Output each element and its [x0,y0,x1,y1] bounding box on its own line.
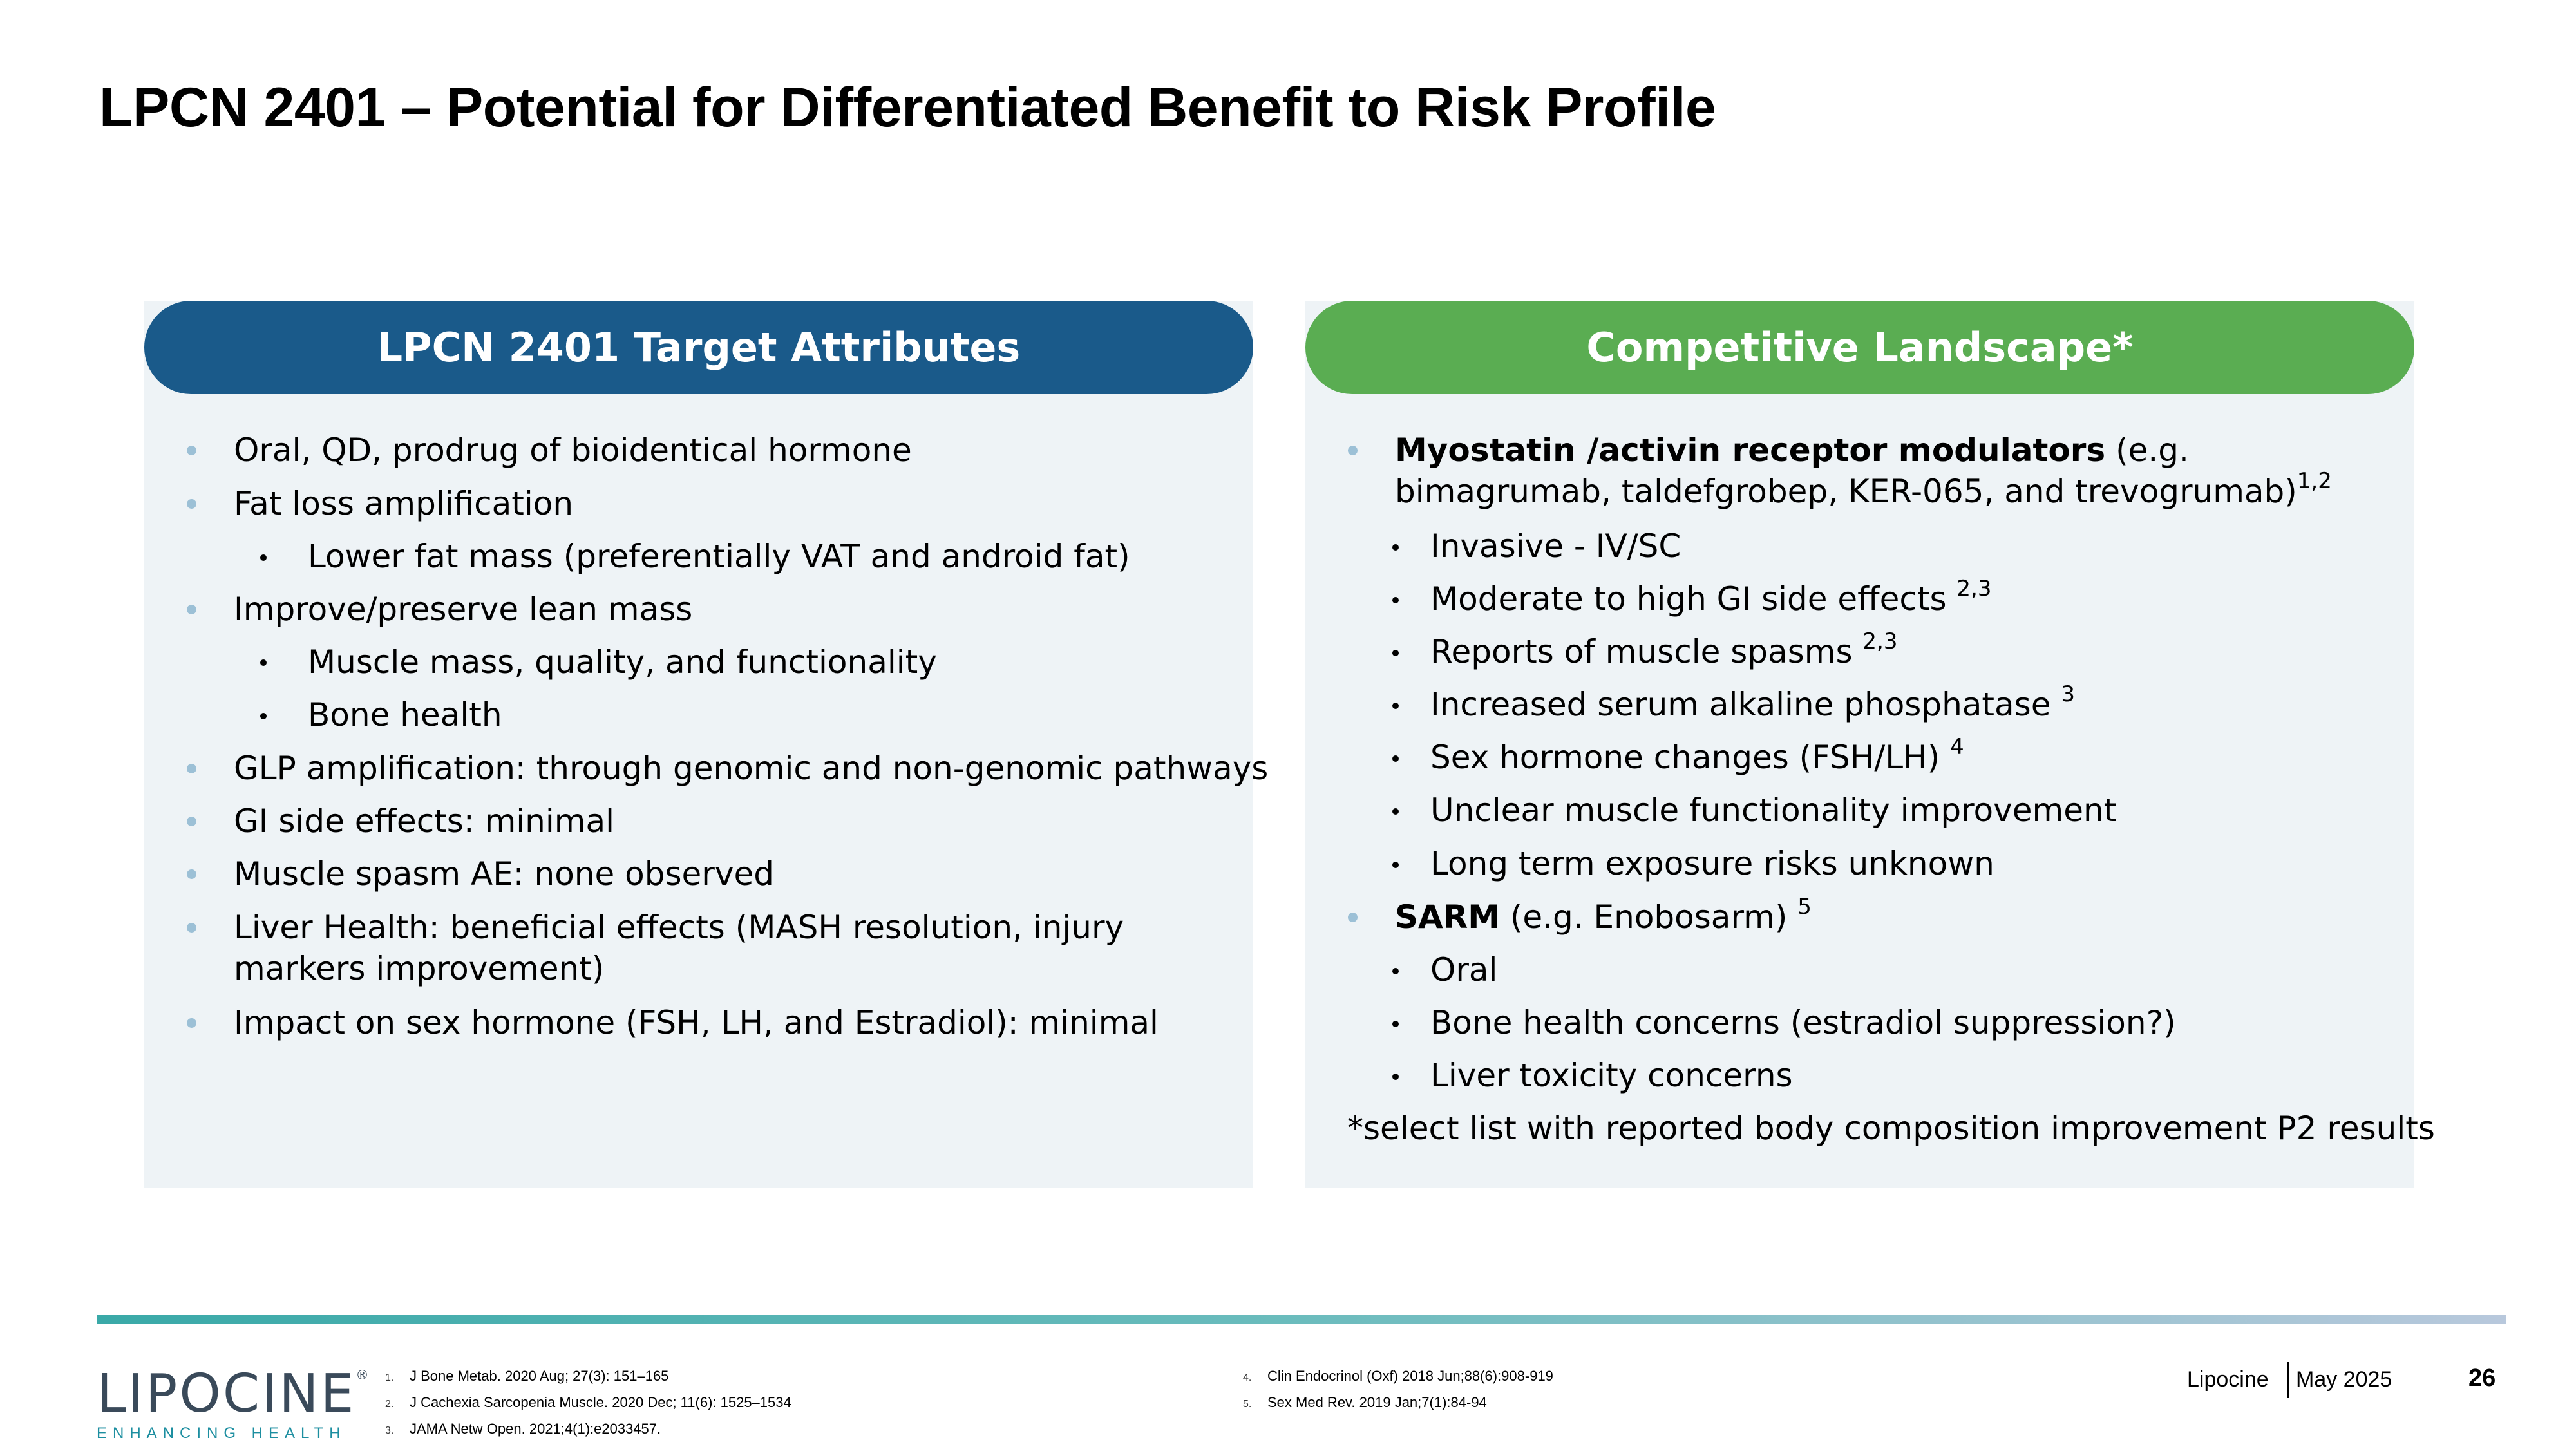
attribute-subitem: Muscle mass, quality, and functionality [308,643,937,681]
footer-divider [97,1315,2506,1324]
sub-bullet-icon [1392,808,1399,815]
attribute-item: Improve/preserve lean mass [234,591,693,628]
sub-bullet-icon [1392,597,1399,603]
reference-superscript: 2,3 [1862,629,1898,654]
reference-superscript: 4 [1950,734,1964,760]
reference-item: 4. Clin Endocrinol (Oxf) 2018 Jun;88(6):9… [1243,1368,1553,1384]
attribute-item: GI side effects: minimal [234,802,614,840]
page-number: 26 [2468,1365,2496,1392]
target-attributes-panel: LPCN 2401 Target Attributes Oral, QD, pr… [144,301,1268,1188]
sub-bullet-icon [260,554,267,561]
reference-superscript: 3 [2061,681,2075,707]
references-column-2: 4. Clin Endocrinol (Oxf) 2018 Jun;88(6):9… [1243,1364,1553,1417]
reference-superscript: 2,3 [1956,576,1992,601]
competitor-item: SARM (e.g. Enobosarm) 5 [1395,894,1812,936]
reference-item: 5. Sex Med Rev. 2019 Jan;7(1):84-94 [1243,1394,1487,1410]
competitor-item: Myostatin /activin receptor modulators (… [1395,430,2400,512]
attribute-item: Oral, QD, prodrug of bioidentical hormon… [234,431,912,469]
competitor-subitem: Liver toxicity concerns [1430,1057,1793,1094]
sub-bullet-icon [1392,650,1399,656]
competitive-landscape-header: Competitive Landscape* [1305,301,2414,394]
competitor-subitem: Invasive - IV/SC [1430,527,1681,565]
reference-item: 2. J Cachexia Sarcopenia Muscle. 2020 Dec… [385,1394,791,1410]
competitor-subitem: Sex hormone changes (FSH/LH) 4 [1430,734,1964,776]
sub-bullet-icon [260,659,267,666]
attribute-item: Liver Health: beneficial effects (MASH r… [234,909,1124,987]
competitor-class: SARM [1395,898,1500,936]
bullet-icon [187,605,196,614]
footer-date: May 2025 [2296,1367,2392,1392]
bullet-icon [187,499,196,509]
footer-separator [2287,1362,2289,1398]
competitor-detail: (e.g. bimagrumab, taldefgrobep, KER-065,… [1395,431,2297,510]
competitor-subitem: Oral [1430,951,1498,989]
attribute-subitem: Lower fat mass (preferentially VAT and a… [308,538,1130,575]
attribute-subitem: Bone health [308,696,502,734]
sub-bullet-icon [260,713,267,719]
sub-bullet-icon [1392,1021,1399,1027]
sub-bullet-icon [1392,703,1399,709]
competitor-subitem: Increased serum alkaline phosphatase 3 [1430,681,2075,723]
sub-bullet-icon [1392,544,1399,551]
bullet-icon [187,446,196,455]
company-logo: LIPOCINE® ENHANCING HEALTH [97,1349,370,1443]
attribute-item: Muscle spasm AE: none observed [234,855,774,893]
competitive-landscape-panel: Competitive Landscape* Myostatin /activi… [1305,301,2435,1188]
reference-item: 3. JAMA Netw Open. 2021;4(1):e2033457. [385,1421,661,1437]
footer-company: Lipocine [2187,1367,2269,1392]
bullet-icon [187,923,196,933]
competitor-subitem: Reports of muscle spasms 2,3 [1430,629,1898,670]
target-attributes-header: LPCN 2401 Target Attributes [144,301,1253,394]
slide-title: LPCN 2401 – Potential for Differentiated… [99,77,1716,138]
references-column-1: 1. J Bone Metab. 2020 Aug; 27(3): 151–165… [385,1364,791,1443]
sub-bullet-icon [1392,755,1399,762]
attribute-item: Impact on sex hormone (FSH, LH, and Estr… [234,1004,1159,1041]
bullet-icon [187,1018,196,1028]
bullet-icon [1348,446,1358,455]
competitor-class: Myostatin /activin receptor modulators [1395,431,2106,469]
sub-bullet-icon [1392,1074,1399,1080]
attribute-item: GLP amplification: through genomic and n… [234,750,1269,787]
competitor-subitem: Moderate to high GI side effects 2,3 [1430,576,1992,618]
bullet-icon [187,869,196,879]
bullet-icon [1348,913,1358,922]
reference-superscript: 1,2 [2297,468,2332,494]
landscape-footnote: *select list with reported body composit… [1347,1110,2435,1147]
bullet-icon [187,764,196,773]
sub-bullet-icon [1392,862,1399,868]
logo-tagline: ENHANCING HEALTH [97,1425,346,1442]
competitor-subitem: Bone health concerns (estradiol suppress… [1430,1004,2176,1041]
competitor-subitem: Long term exposure risks unknown [1430,845,1994,882]
sub-bullet-icon [1392,968,1399,974]
reference-item: 1. J Bone Metab. 2020 Aug; 27(3): 151–165 [385,1368,669,1384]
competitor-subitem: Unclear muscle functionality improvement [1430,791,2117,829]
logo-wordmark: LIPOCINE® [97,1363,371,1425]
reference-superscript: 5 [1797,894,1812,920]
bullet-icon [187,817,196,826]
attribute-item: Fat loss amplification [234,485,574,522]
